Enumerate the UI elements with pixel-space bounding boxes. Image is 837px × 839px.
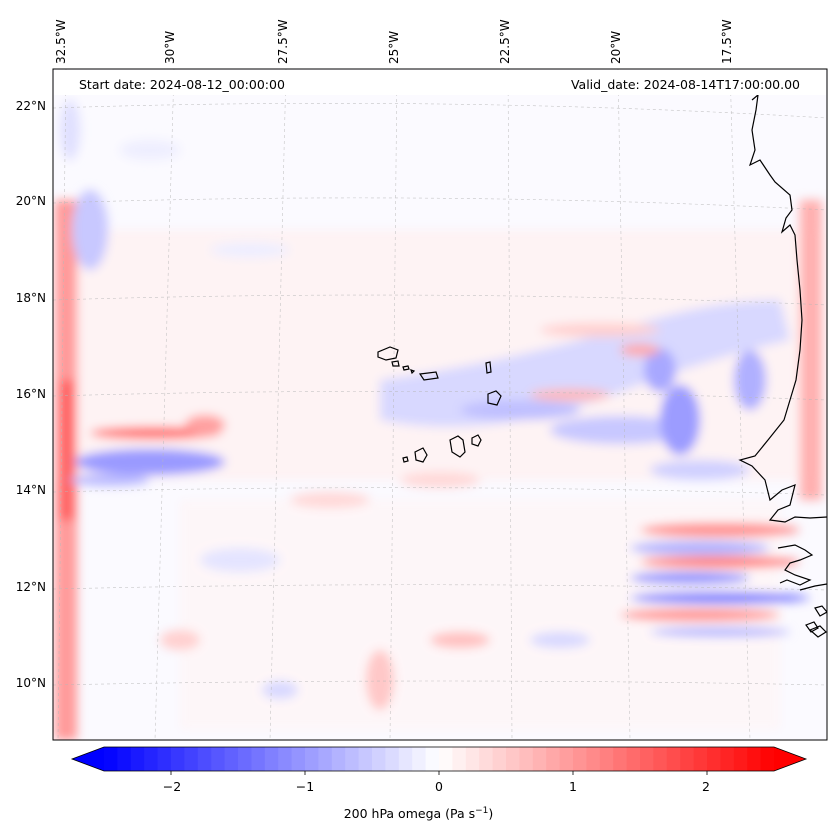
colorbar-cell bbox=[439, 747, 453, 771]
colorbar-cell bbox=[760, 747, 775, 771]
colorbar-cell bbox=[733, 747, 748, 771]
colorbar-tick-marks bbox=[170, 771, 708, 775]
lon-label-27-5w: 27.5°W bbox=[276, 19, 290, 64]
colorbar-cell bbox=[345, 747, 360, 771]
lat-label-22n: 22°N bbox=[15, 99, 46, 113]
colorbar-outline bbox=[70, 746, 808, 772]
colorbar-cell bbox=[720, 747, 735, 771]
colorbar-cell bbox=[573, 747, 587, 771]
lon-label-22-5w: 22.5°W bbox=[498, 19, 512, 64]
colorbar-cell bbox=[318, 747, 333, 771]
colorbar-cell bbox=[599, 747, 614, 771]
colorbar-cell bbox=[425, 747, 440, 771]
lat-label-14n: 14°N bbox=[15, 483, 46, 497]
colorbar bbox=[70, 746, 808, 775]
colorbar-cell bbox=[626, 747, 641, 771]
lon-label-30w: 30°W bbox=[163, 30, 177, 64]
colorbar-cell bbox=[680, 747, 695, 771]
colorbar-cell bbox=[506, 747, 520, 771]
lat-label-18n: 18°N bbox=[15, 291, 46, 305]
colorbar-cell bbox=[707, 747, 721, 771]
lat-label-16n: 16°N bbox=[15, 387, 46, 401]
lon-label-20w: 20°W bbox=[609, 30, 623, 64]
colorbar-cell bbox=[559, 747, 574, 771]
colorbar-label-unit-exponent: −1 bbox=[475, 806, 489, 816]
lat-label-12n: 12°N bbox=[15, 580, 46, 594]
lon-label-17-5w: 17.5°W bbox=[720, 19, 734, 64]
lat-label-10n: 10°N bbox=[15, 676, 46, 690]
colorbar-cell bbox=[224, 747, 239, 771]
colorbar-cell bbox=[586, 747, 601, 771]
colorbar-cell bbox=[104, 747, 118, 771]
colorbar-extend-min bbox=[72, 747, 104, 771]
colorbar-tick-label: 2 bbox=[702, 779, 710, 794]
colorbar-cell bbox=[747, 747, 762, 771]
start-date-label: Start date: 2024-08-12_00:00:00 bbox=[79, 77, 285, 92]
lat-label-20n: 20°N bbox=[15, 194, 46, 208]
colorbar-cell bbox=[251, 747, 266, 771]
colorbar-tick-label: 1 bbox=[569, 779, 577, 794]
colorbar-cell bbox=[117, 747, 132, 771]
colorbar-extend-max bbox=[774, 747, 806, 771]
colorbar-cell bbox=[532, 747, 547, 771]
colorbar-cell bbox=[640, 747, 654, 771]
colorbar-cell bbox=[372, 747, 386, 771]
colorbar-cell bbox=[331, 747, 346, 771]
colorbar-cell bbox=[211, 747, 226, 771]
colorbar-cell bbox=[465, 747, 480, 771]
graticule bbox=[53, 69, 827, 740]
colorbar-cells bbox=[104, 747, 775, 771]
colorbar-cell bbox=[452, 747, 467, 771]
valid-date-label: Valid_date: 2024-08-14T17:00:00.00 bbox=[570, 77, 800, 92]
colorbar-cell bbox=[238, 747, 252, 771]
colorbar-cell bbox=[144, 747, 159, 771]
colorbar-cell bbox=[157, 747, 172, 771]
colorbar-cell bbox=[278, 747, 293, 771]
colorbar-tick-label: −2 bbox=[162, 779, 182, 794]
lon-label-25w: 25°W bbox=[387, 30, 401, 64]
colorbar-cell bbox=[305, 747, 319, 771]
colorbar-cell bbox=[264, 747, 279, 771]
colorbar-cell bbox=[519, 747, 534, 771]
colorbar-cell bbox=[398, 747, 413, 771]
colorbar-cell bbox=[479, 747, 494, 771]
colorbar-cell bbox=[291, 747, 306, 771]
colorbar-cell bbox=[653, 747, 668, 771]
colorbar-cell bbox=[184, 747, 199, 771]
colorbar-cell bbox=[385, 747, 400, 771]
cape-verde-islands bbox=[377, 346, 502, 463]
colorbar-tick-label: −1 bbox=[295, 779, 315, 794]
colorbar-label-text: 200 hPa omega (Pa s bbox=[343, 806, 476, 822]
colorbar-cell bbox=[358, 747, 373, 771]
header-band bbox=[54, 70, 826, 95]
colorbar-cell bbox=[666, 747, 681, 771]
lon-label-32-5w: 32.5°W bbox=[54, 19, 68, 64]
colorbar-cell bbox=[197, 747, 212, 771]
colorbar-cell bbox=[412, 747, 427, 771]
colorbar-cell bbox=[492, 747, 507, 771]
colorbar-cell bbox=[546, 747, 561, 771]
colorbar-cell bbox=[693, 747, 708, 771]
colorbar-cell bbox=[130, 747, 145, 771]
african-coastline bbox=[738, 93, 827, 638]
omega-field bbox=[53, 100, 827, 740]
colorbar-cell bbox=[613, 747, 628, 771]
map-frame bbox=[52, 68, 828, 741]
colorbar-label: 200 hPa omega (Pa s−1) bbox=[0, 806, 837, 821]
colorbar-cell bbox=[171, 747, 185, 771]
colorbar-label-close: ) bbox=[488, 806, 494, 822]
colorbar-tick-label: 0 bbox=[435, 779, 443, 794]
